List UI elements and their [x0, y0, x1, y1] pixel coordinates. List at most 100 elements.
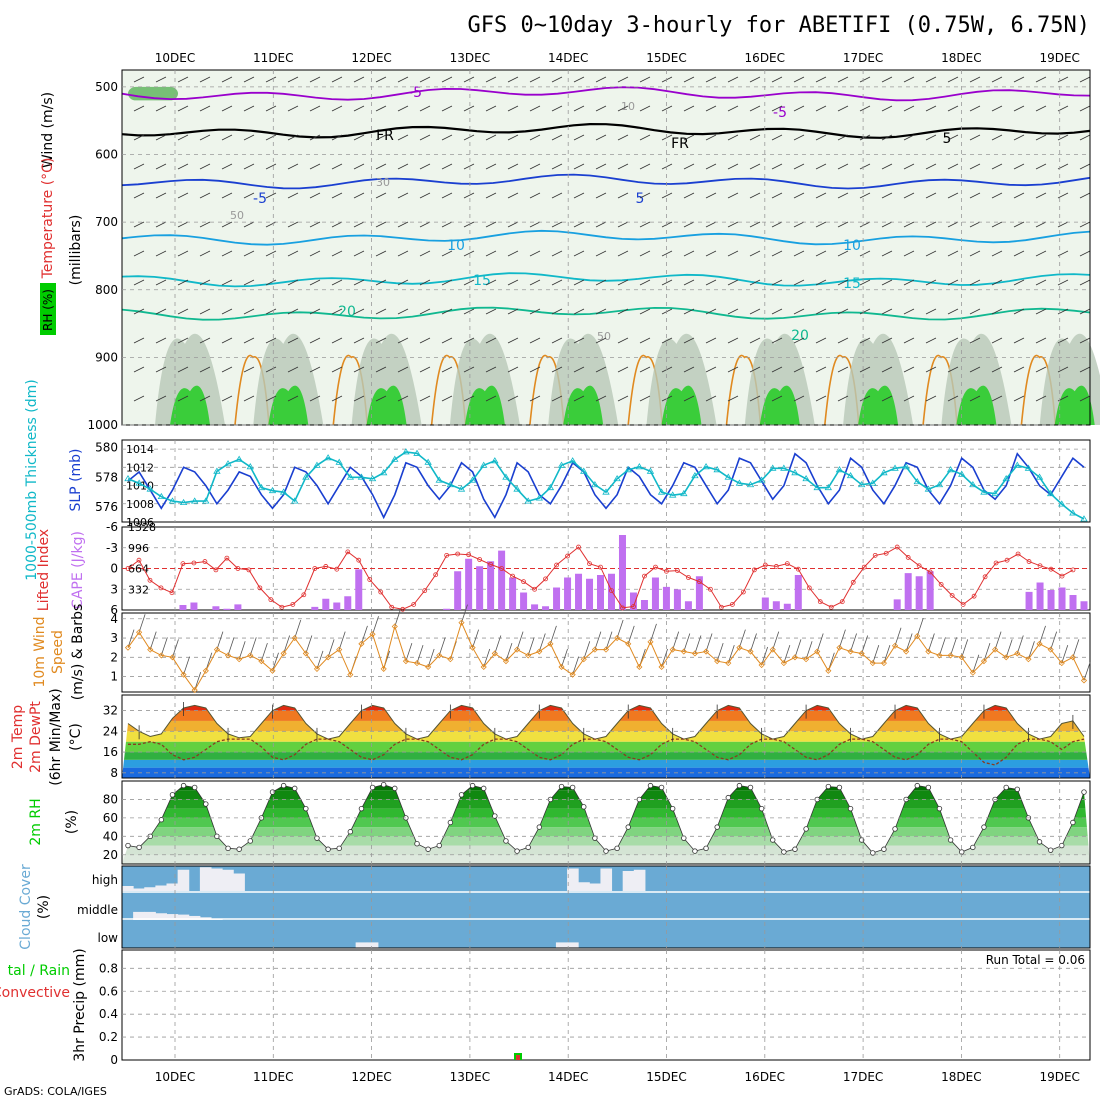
wind-barb	[815, 337, 827, 344]
wind-barb	[463, 395, 475, 402]
wind-barb-10m	[572, 656, 580, 675]
cloud-bar-middle	[166, 914, 179, 920]
li-point	[1026, 559, 1032, 564]
wind-barb-10m	[194, 671, 202, 691]
rh-point	[747, 784, 754, 791]
wind-barb	[485, 337, 497, 344]
contour-label: 10	[447, 238, 465, 254]
li-point	[1070, 567, 1076, 573]
cloud-axis-unit: (%)	[36, 895, 52, 919]
wind-barb	[1035, 76, 1047, 83]
wind-barb	[1035, 366, 1047, 373]
rh-blob	[941, 333, 1012, 425]
slp-tick: 1014	[126, 443, 154, 456]
wind-barb	[881, 163, 893, 170]
rh-axis-label: 2m RH	[28, 798, 44, 845]
slp-line	[127, 452, 1085, 520]
wind-barb	[749, 337, 761, 344]
wind-barb	[485, 105, 497, 112]
rh-point	[592, 835, 598, 841]
date-label-bottom: 13DEC	[450, 1070, 490, 1084]
wind-barb	[485, 76, 497, 83]
wind-barb	[573, 76, 585, 83]
wind-barb	[507, 395, 519, 402]
rh-point	[158, 817, 165, 823]
wind-speed-point	[347, 671, 354, 678]
rh-point	[280, 782, 287, 789]
rh-blob	[548, 333, 619, 425]
cloud-bar-low	[366, 942, 379, 948]
cape-bar	[695, 576, 703, 610]
wind-barb	[441, 308, 453, 315]
wind-barb-10m	[739, 629, 746, 648]
thickness-point	[668, 491, 677, 498]
wind-barb	[133, 250, 145, 257]
li-point	[301, 592, 307, 598]
wind-barb	[397, 76, 409, 83]
thickness-point	[958, 470, 966, 477]
wind-barb	[463, 163, 475, 170]
wind-barb	[199, 221, 211, 228]
cloud-bar-low	[355, 942, 368, 948]
wind-barb	[397, 134, 409, 141]
wind-barb	[793, 337, 805, 344]
wind-barb	[639, 221, 651, 228]
wind-speed-point	[491, 650, 498, 657]
wind-barb	[903, 366, 915, 373]
wind-barb	[595, 76, 607, 83]
li-point	[246, 567, 252, 573]
wind-speed-point	[269, 667, 276, 674]
wind-barb	[617, 308, 629, 315]
wind-barb	[859, 337, 871, 344]
li-point	[1004, 557, 1010, 563]
li-tick: 6	[110, 603, 118, 617]
li-point	[521, 579, 526, 585]
wind-speed-point	[1025, 656, 1032, 663]
rh-point	[469, 782, 476, 789]
wind-barb	[1013, 134, 1025, 141]
wind-barb	[969, 105, 981, 112]
wind-barb	[397, 337, 409, 344]
rh-tick: 80	[103, 792, 118, 806]
wind-barb	[925, 105, 937, 112]
wind-barb	[1079, 308, 1091, 315]
wind-barb-10m	[861, 635, 869, 654]
rh-point	[447, 819, 454, 826]
contour-label: 30	[376, 176, 390, 189]
thickness-point	[1080, 515, 1088, 522]
thickness-point	[480, 461, 488, 468]
thickness-point	[824, 483, 833, 491]
wind-barb	[639, 250, 651, 257]
wind-speed-point	[725, 660, 732, 667]
rh-point	[191, 784, 198, 791]
rh-blob	[843, 333, 914, 425]
wind-barb	[595, 308, 607, 315]
li-point	[323, 564, 329, 569]
wind-barb	[639, 395, 651, 402]
wind-barb	[155, 250, 167, 257]
cape-lifted-index-panel: -6 -3 0 3 6 1328 996 664 332 Lifted Index CAPE (J/…	[36, 520, 1091, 617]
precip-tick: 0.4	[99, 1007, 118, 1021]
wind-barb	[463, 279, 475, 286]
wind-barb	[133, 221, 145, 228]
rh-point	[292, 785, 298, 792]
wind-barb	[397, 279, 409, 286]
date-label-bottom: 14DEC	[548, 1070, 588, 1084]
rh-point	[314, 835, 320, 841]
pressure-tick-label: 500	[95, 80, 118, 94]
rh-blob	[253, 333, 324, 425]
wind-barb	[1013, 279, 1025, 286]
wind-barb	[551, 134, 563, 141]
wind-barb	[287, 163, 299, 170]
wind-barb	[617, 192, 629, 199]
wind-barb	[881, 105, 893, 112]
wind-barb	[991, 76, 1003, 83]
rh-blob-moist	[464, 385, 505, 425]
wind-barb	[353, 366, 365, 373]
wind-barb	[177, 76, 189, 83]
wind-barb	[859, 221, 871, 228]
wind-tick: 3	[110, 631, 118, 645]
rh-point	[847, 805, 854, 812]
wind-barb	[133, 308, 145, 315]
wind-barb	[353, 192, 365, 199]
